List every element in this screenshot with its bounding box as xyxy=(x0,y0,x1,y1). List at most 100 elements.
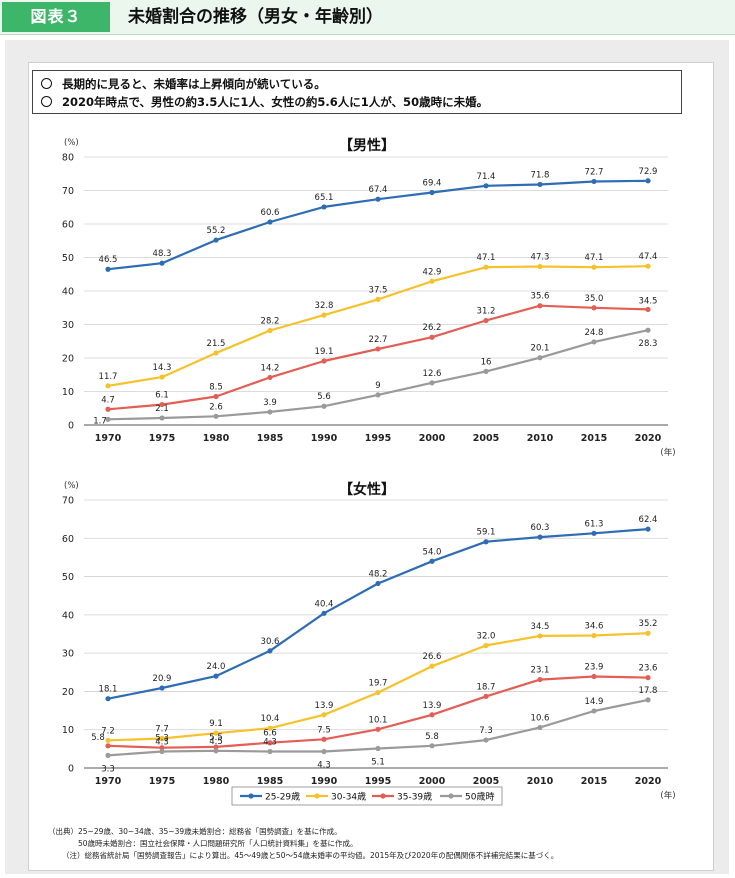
data-label: 21.5 xyxy=(207,339,226,349)
data-point xyxy=(537,181,543,188)
data-point xyxy=(105,266,111,272)
data-point xyxy=(159,260,165,266)
x-tick-label: 2020 xyxy=(635,433,662,444)
data-label: 3.9 xyxy=(263,398,277,408)
data-point xyxy=(645,675,651,681)
data-label: 30.6 xyxy=(261,637,280,647)
legend-box xyxy=(231,786,503,806)
data-point xyxy=(321,204,327,210)
x-tick-label: 1980 xyxy=(203,433,230,444)
y-tick-label: 40 xyxy=(62,287,74,298)
y-tick-label: 20 xyxy=(62,687,74,698)
data-point xyxy=(429,334,435,340)
data-label: 34.6 xyxy=(585,622,604,632)
data-point xyxy=(429,663,435,669)
data-label: 13.9 xyxy=(315,701,334,711)
data-label: 4.5 xyxy=(209,737,223,747)
x-tick-label: 1975 xyxy=(149,776,175,787)
data-label: 69.4 xyxy=(423,179,442,189)
legend-marker xyxy=(314,793,320,799)
data-label: 60.6 xyxy=(261,208,280,218)
data-label: 28.3 xyxy=(639,339,658,349)
legend-marker xyxy=(248,793,254,799)
data-point xyxy=(645,178,651,184)
data-point xyxy=(375,392,381,398)
data-point xyxy=(645,697,651,703)
x-tick-label: 1990 xyxy=(311,776,338,787)
data-label: 5.3 xyxy=(155,734,169,744)
y-tick-label: 10 xyxy=(62,387,74,398)
data-label: 47.1 xyxy=(477,253,496,263)
data-point xyxy=(267,327,273,334)
data-label: 9.1 xyxy=(209,719,223,729)
data-point xyxy=(483,368,489,374)
x-tick-label: 1975 xyxy=(149,433,175,444)
data-point xyxy=(537,633,543,639)
data-label: 26.2 xyxy=(423,323,442,333)
x-tick-label: 1970 xyxy=(95,776,122,787)
data-label: 31.2 xyxy=(477,306,496,316)
legend-label: 30-34歳 xyxy=(331,791,366,803)
data-label: 11.7 xyxy=(99,372,118,382)
legend-label: 50歳時 xyxy=(465,791,494,803)
data-point xyxy=(537,676,543,683)
data-label: 34.5 xyxy=(639,296,658,306)
data-label: 4.3 xyxy=(263,738,277,748)
data-label: 67.4 xyxy=(369,185,388,195)
data-point xyxy=(483,539,489,545)
data-point xyxy=(645,526,651,532)
data-point xyxy=(375,689,381,696)
data-label: 5.8 xyxy=(91,733,105,743)
data-label: 23.6 xyxy=(639,664,658,674)
series-line xyxy=(107,265,649,387)
data-point xyxy=(645,263,651,269)
data-label: 35.0 xyxy=(585,294,604,304)
y-tick-label: 60 xyxy=(62,220,74,231)
data-label: 10.4 xyxy=(261,714,280,724)
legend-label: 35-39歳 xyxy=(397,791,432,803)
x-tick-label: 2015 xyxy=(581,433,607,444)
data-point xyxy=(105,406,111,412)
data-label: 71.8 xyxy=(531,170,550,180)
data-label: 42.9 xyxy=(423,267,442,277)
summary-text: 2020年時点で、男性の約3.5人に1人、女性の約5.6人に1人が、50歳時に未… xyxy=(62,95,489,109)
circle-bullet-icon xyxy=(41,96,52,107)
data-point xyxy=(429,380,435,386)
data-point xyxy=(483,264,489,270)
y-tick-label: 80 xyxy=(62,153,74,164)
source-note: （出典）25~29歳、30~34歳、35~39歳未婚割合：総務省「国勢調査」を基… xyxy=(48,827,342,836)
summary-item: 長期的に見ると、未婚率は上昇傾向が続いている。 xyxy=(41,76,326,92)
data-point xyxy=(159,735,165,742)
data-point xyxy=(537,355,543,361)
data-point xyxy=(591,339,597,345)
y-tick-label: 0 xyxy=(68,421,74,432)
data-point xyxy=(213,673,219,679)
data-label: 72.9 xyxy=(639,167,658,177)
data-point xyxy=(483,737,489,743)
data-label: 22.7 xyxy=(369,335,388,345)
data-label: 55.2 xyxy=(207,226,226,236)
x-tick-label: 1985 xyxy=(257,433,283,444)
y-tick-label: 70 xyxy=(62,186,74,197)
data-label: 40.4 xyxy=(315,599,334,609)
y-tick-label: 50 xyxy=(62,572,74,583)
source-note: （注）総務省統計局「国勢調査報告」により算出。45～49歳と50～54歳未婚率の… xyxy=(62,851,559,860)
data-point xyxy=(375,745,381,752)
data-point xyxy=(159,745,165,751)
data-point xyxy=(591,178,597,185)
x-axis-unit: (年) xyxy=(660,790,675,801)
data-point xyxy=(105,743,111,749)
y-tick-label: 60 xyxy=(62,534,74,545)
data-point xyxy=(375,726,381,732)
summary-item: 2020年時点で、男性の約3.5人に1人、女性の約5.6人に1人が、50歳時に未… xyxy=(41,94,488,110)
data-point xyxy=(105,383,111,389)
data-label: 14.3 xyxy=(153,363,172,373)
data-label: 59.1 xyxy=(477,528,496,538)
data-label: 20.9 xyxy=(153,674,172,684)
data-point xyxy=(267,725,273,731)
data-point xyxy=(159,401,165,408)
data-point xyxy=(645,306,651,313)
legend-label: 25-29歳 xyxy=(265,791,300,803)
chart-title: 【男性】 xyxy=(339,137,395,154)
